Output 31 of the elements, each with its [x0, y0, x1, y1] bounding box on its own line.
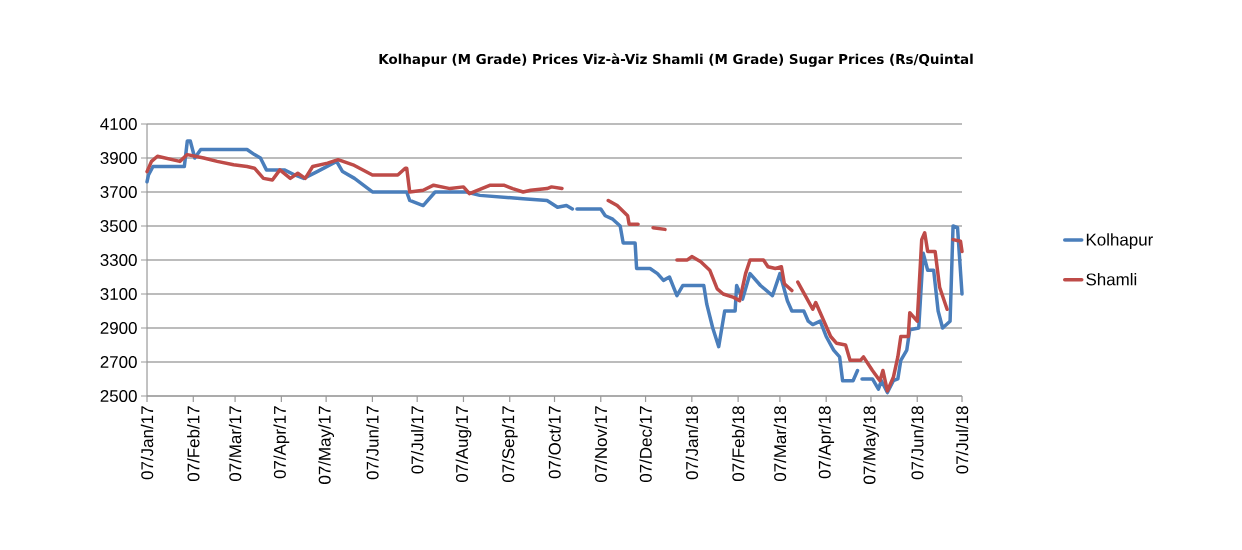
x-tick-label: 07/Jul/18 [955, 406, 969, 474]
x-tick-label: 07/Sep/17 [501, 406, 518, 483]
y-tick-label: 3900 [100, 151, 137, 164]
chart-title: Kolhapur (M Grade) Prices Viz-à-Viz Shamli (M Grade) Sugar Prices (Rs/Quintal [379, 53, 973, 67]
x-tick-label: 07/Feb/18 [731, 406, 745, 482]
y-tick-label: 3500 [100, 219, 137, 232]
x-tick-label: 07/Dec/17 [639, 406, 652, 483]
x-tick-label: 07/Aug/17 [455, 406, 472, 483]
x-tick-label: 07/Jan/17 [140, 406, 154, 480]
x-tick-label: 07/Nov/17 [594, 406, 608, 483]
x-tick-label: 07/May/18 [863, 406, 879, 484]
x-tick-label: 07/Jun/17 [366, 406, 379, 480]
x-tick-label: 07/Mar/18 [773, 406, 787, 482]
y-tick-label: 3700 [100, 185, 137, 198]
y-tick-label: 2900 [100, 321, 137, 334]
x-tick-label: 07/Mar/17 [228, 406, 242, 482]
x-tick-label: 07/May/17 [318, 406, 335, 484]
x-tick-label: 07/Jun/18 [911, 406, 924, 480]
legend-label: Kolhapur [1086, 233, 1153, 250]
y-tick-label: 3100 [100, 287, 137, 300]
x-tick-label: 07/Apr/18 [818, 406, 835, 479]
y-tick-label: 2500 [100, 389, 137, 402]
legend-label: Shamli [1086, 272, 1137, 286]
x-tick-label: 07/Apr/17 [273, 406, 290, 479]
x-tick-label: 07/Feb/17 [187, 406, 200, 482]
y-tick-label: 4100 [100, 117, 137, 130]
x-tick-label: 07/Jan/18 [685, 406, 699, 480]
y-tick-label: 2700 [100, 355, 137, 368]
y-tick-label: 3300 [100, 253, 137, 266]
x-tick-label: 07/Oct/17 [548, 406, 561, 479]
x-tick-label: 07/Jul/17 [410, 406, 424, 474]
